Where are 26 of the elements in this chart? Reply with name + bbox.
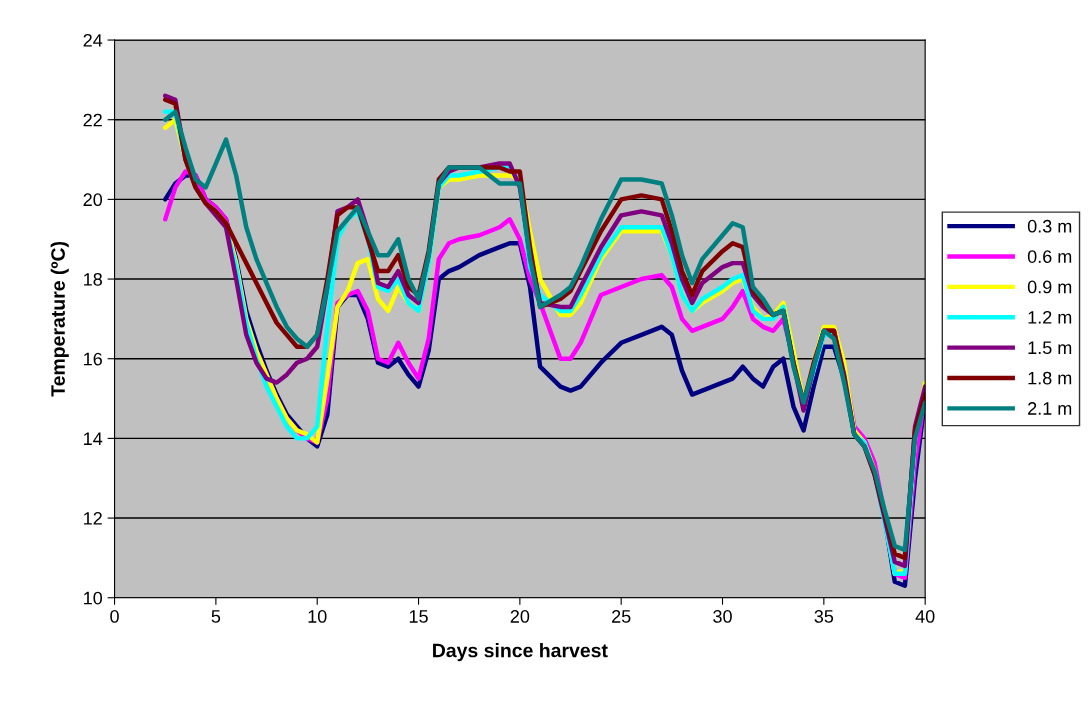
x-tick-label: 15	[409, 610, 428, 623]
x-tick-label: 30	[713, 610, 732, 623]
legend-label: 1.8 m	[1028, 371, 1072, 385]
x-tick-label: 10	[308, 610, 327, 623]
y-tick-label: 24	[83, 33, 103, 47]
y-tick-label: 20	[83, 193, 103, 207]
x-tick-label: 20	[510, 610, 530, 623]
legend-label: 0.3 m	[1027, 219, 1072, 233]
x-tick-label: 35	[814, 610, 834, 623]
x-tick-label: 40	[915, 610, 935, 623]
legend-label: 0.6 m	[1027, 250, 1072, 263]
legend-label: 2.1 m	[1028, 402, 1072, 415]
y-tick-label: 22	[83, 113, 102, 127]
x-axis-title: Days since harvest	[433, 643, 608, 662]
legend-label: 1.2 m	[1028, 310, 1072, 324]
legend-label: 1.5 m	[1028, 341, 1072, 355]
legend-label: 0.9 m	[1027, 280, 1072, 294]
y-tick-label: 18	[84, 272, 102, 286]
y-tick-label: 16	[84, 352, 102, 366]
y-axis-title: Temperature (ºC)	[50, 241, 69, 397]
y-tick-label: 14	[84, 432, 103, 445]
x-tick-label: 0	[110, 610, 119, 623]
y-tick-label: 12	[84, 512, 102, 525]
x-tick-label: 5	[211, 610, 221, 623]
x-tick-label: 25	[612, 610, 631, 623]
y-tick-label: 10	[84, 591, 103, 605]
